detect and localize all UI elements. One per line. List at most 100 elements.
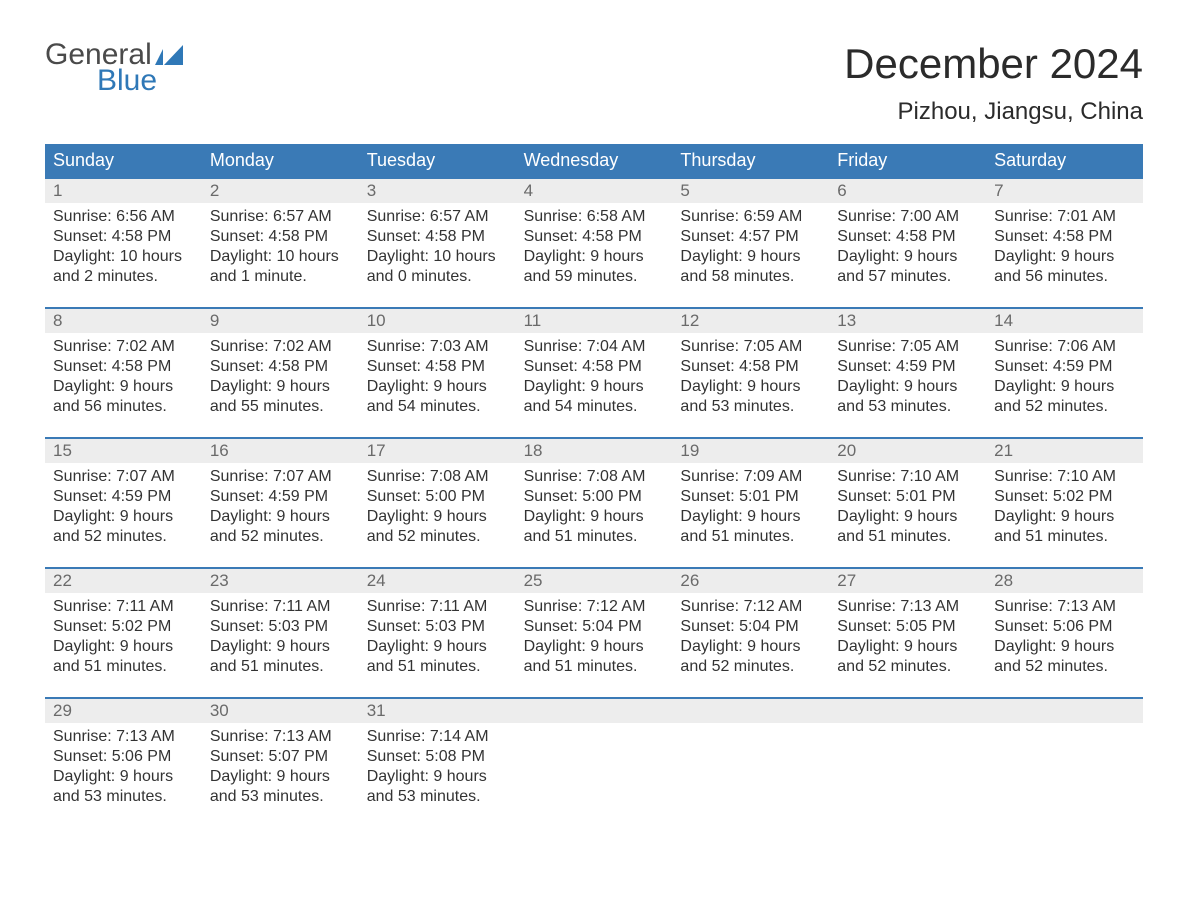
calendar-week: 22Sunrise: 7:11 AMSunset: 5:02 PMDayligh… [45, 567, 1143, 677]
day-sunrise: Sunrise: 7:14 AM [367, 727, 508, 747]
calendar-day: 25Sunrise: 7:12 AMSunset: 5:04 PMDayligh… [516, 569, 673, 677]
day-body: Sunrise: 7:12 AMSunset: 5:04 PMDaylight:… [516, 593, 673, 677]
day-sunrise: Sunrise: 6:56 AM [53, 207, 194, 227]
day-d1: Daylight: 9 hours [994, 377, 1135, 397]
month-title: December 2024 [844, 40, 1143, 88]
day-body: Sunrise: 7:03 AMSunset: 4:58 PMDaylight:… [359, 333, 516, 417]
day-sunrise: Sunrise: 7:04 AM [524, 337, 665, 357]
day-d1: Daylight: 9 hours [524, 637, 665, 657]
day-body: Sunrise: 7:11 AMSunset: 5:03 PMDaylight:… [359, 593, 516, 677]
day-number: 25 [516, 569, 673, 593]
day-sunset: Sunset: 5:00 PM [524, 487, 665, 507]
day-sunset: Sunset: 4:57 PM [680, 227, 821, 247]
calendar-week: 29Sunrise: 7:13 AMSunset: 5:06 PMDayligh… [45, 697, 1143, 807]
day-sunrise: Sunrise: 7:11 AM [367, 597, 508, 617]
day-body: Sunrise: 6:56 AMSunset: 4:58 PMDaylight:… [45, 203, 202, 287]
day-sunset: Sunset: 4:58 PM [367, 357, 508, 377]
calendar-day: 1Sunrise: 6:56 AMSunset: 4:58 PMDaylight… [45, 179, 202, 287]
day-d1: Daylight: 9 hours [367, 767, 508, 787]
day-d1: Daylight: 9 hours [53, 637, 194, 657]
day-sunrise: Sunrise: 7:11 AM [210, 597, 351, 617]
day-number: 1 [45, 179, 202, 203]
day-d2: and 53 minutes. [53, 787, 194, 807]
calendar-week: 8Sunrise: 7:02 AMSunset: 4:58 PMDaylight… [45, 307, 1143, 417]
day-d1: Daylight: 9 hours [367, 507, 508, 527]
day-number: 17 [359, 439, 516, 463]
day-sunset: Sunset: 5:03 PM [210, 617, 351, 637]
day-number: 20 [829, 439, 986, 463]
day-d2: and 2 minutes. [53, 267, 194, 287]
day-d2: and 53 minutes. [680, 397, 821, 417]
day-d2: and 58 minutes. [680, 267, 821, 287]
day-sunset: Sunset: 4:58 PM [994, 227, 1135, 247]
day-sunset: Sunset: 4:58 PM [367, 227, 508, 247]
day-sunrise: Sunrise: 7:07 AM [53, 467, 194, 487]
calendar-day: 26Sunrise: 7:12 AMSunset: 5:04 PMDayligh… [672, 569, 829, 677]
logo-flag-icon [155, 45, 183, 65]
day-sunset: Sunset: 4:58 PM [210, 227, 351, 247]
day-number: 28 [986, 569, 1143, 593]
day-sunset: Sunset: 4:58 PM [680, 357, 821, 377]
day-d1: Daylight: 9 hours [680, 247, 821, 267]
day-number: 15 [45, 439, 202, 463]
day-d1: Daylight: 9 hours [367, 377, 508, 397]
day-sunrise: Sunrise: 7:10 AM [994, 467, 1135, 487]
day-sunrise: Sunrise: 7:08 AM [367, 467, 508, 487]
weekday-label: Tuesday [359, 144, 516, 177]
day-sunset: Sunset: 5:04 PM [524, 617, 665, 637]
day-d2: and 52 minutes. [994, 397, 1135, 417]
calendar-day: 19Sunrise: 7:09 AMSunset: 5:01 PMDayligh… [672, 439, 829, 547]
calendar-day: 24Sunrise: 7:11 AMSunset: 5:03 PMDayligh… [359, 569, 516, 677]
calendar-day: 30Sunrise: 7:13 AMSunset: 5:07 PMDayligh… [202, 699, 359, 807]
day-sunrise: Sunrise: 7:05 AM [680, 337, 821, 357]
day-sunrise: Sunrise: 7:13 AM [210, 727, 351, 747]
day-body: Sunrise: 7:11 AMSunset: 5:02 PMDaylight:… [45, 593, 202, 677]
day-body: Sunrise: 7:00 AMSunset: 4:58 PMDaylight:… [829, 203, 986, 287]
day-d1: Daylight: 9 hours [367, 637, 508, 657]
day-sunrise: Sunrise: 7:00 AM [837, 207, 978, 227]
calendar-day: 14Sunrise: 7:06 AMSunset: 4:59 PMDayligh… [986, 309, 1143, 417]
calendar-day: 13Sunrise: 7:05 AMSunset: 4:59 PMDayligh… [829, 309, 986, 417]
day-d1: Daylight: 9 hours [524, 247, 665, 267]
day-number: 14 [986, 309, 1143, 333]
calendar-day: 16Sunrise: 7:07 AMSunset: 4:59 PMDayligh… [202, 439, 359, 547]
day-d1: Daylight: 9 hours [994, 247, 1135, 267]
calendar-day: 23Sunrise: 7:11 AMSunset: 5:03 PMDayligh… [202, 569, 359, 677]
day-d1: Daylight: 9 hours [53, 377, 194, 397]
calendar-day: 2Sunrise: 6:57 AMSunset: 4:58 PMDaylight… [202, 179, 359, 287]
day-d1: Daylight: 9 hours [680, 507, 821, 527]
day-sunset: Sunset: 4:59 PM [210, 487, 351, 507]
calendar-day: 3Sunrise: 6:57 AMSunset: 4:58 PMDaylight… [359, 179, 516, 287]
header-bar: General Blue December 2024 Pizhou, Jiang… [45, 40, 1143, 126]
calendar-day: 5Sunrise: 6:59 AMSunset: 4:57 PMDaylight… [672, 179, 829, 287]
day-d2: and 53 minutes. [210, 787, 351, 807]
day-d1: Daylight: 9 hours [524, 377, 665, 397]
calendar-day: 7Sunrise: 7:01 AMSunset: 4:58 PMDaylight… [986, 179, 1143, 287]
day-d1: Daylight: 9 hours [994, 637, 1135, 657]
day-sunrise: Sunrise: 7:07 AM [210, 467, 351, 487]
calendar-day: 28 Sunrise: 7:13 AMSunset: 5:06 PMDayligh… [986, 569, 1143, 677]
day-d2: and 52 minutes. [367, 527, 508, 547]
day-sunrise: Sunrise: 7:13 AM [994, 597, 1135, 617]
day-body: Sunrise: 7:02 AMSunset: 4:58 PMDaylight:… [202, 333, 359, 417]
weekday-header: SundayMondayTuesdayWednesdayThursdayFrid… [45, 144, 1143, 177]
day-number: 13 [829, 309, 986, 333]
day-number: 21 [986, 439, 1143, 463]
day-number: 10 [359, 309, 516, 333]
calendar-day: 18Sunrise: 7:08 AMSunset: 5:00 PMDayligh… [516, 439, 673, 547]
weekday-label: Wednesday [516, 144, 673, 177]
day-sunrise: Sunrise: 7:10 AM [837, 467, 978, 487]
day-number: 5 [672, 179, 829, 203]
day-number: 27 [829, 569, 986, 593]
day-sunrise: Sunrise: 7:09 AM [680, 467, 821, 487]
day-number: 22 [45, 569, 202, 593]
day-sunset: Sunset: 5:02 PM [53, 617, 194, 637]
day-d2: and 51 minutes. [210, 657, 351, 677]
day-sunrise: Sunrise: 6:57 AM [210, 207, 351, 227]
calendar-day: 27Sunrise: 7:13 AMSunset: 5:05 PMDayligh… [829, 569, 986, 677]
day-d2: and 53 minutes. [367, 787, 508, 807]
calendar-day: 15Sunrise: 7:07 AMSunset: 4:59 PMDayligh… [45, 439, 202, 547]
day-sunset: Sunset: 5:06 PM [994, 617, 1135, 637]
calendar-day: 11Sunrise: 7:04 AMSunset: 4:58 PMDayligh… [516, 309, 673, 417]
day-number: 24 [359, 569, 516, 593]
